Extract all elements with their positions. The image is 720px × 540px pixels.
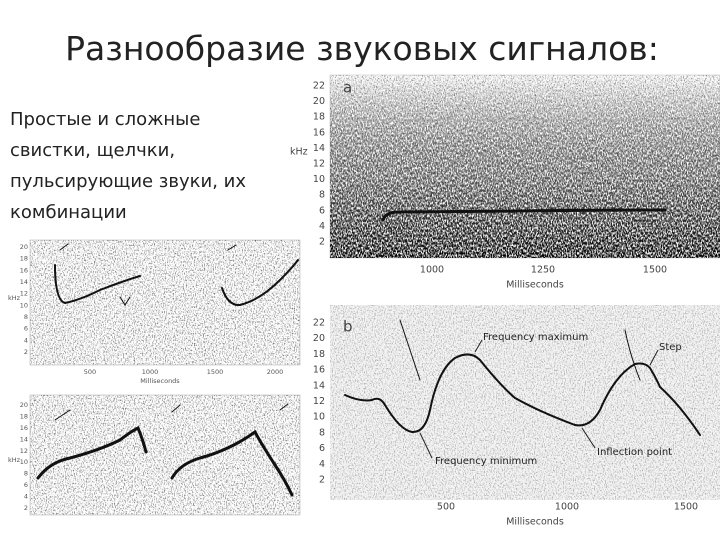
y-tick-label: 2 <box>24 504 28 512</box>
y-tick-label: 4 <box>319 459 325 470</box>
y-tick-label: 8 <box>319 427 325 438</box>
body-text: Простые и сложные свистки, щелчки, пульсир… <box>10 109 246 223</box>
axis-label: kHz <box>8 294 21 302</box>
y-tick-label: 2 <box>319 475 325 486</box>
annotation: Frequency minimum <box>435 456 537 467</box>
y-tick-label: 12 <box>313 396 325 407</box>
axis-label: Milliseconds <box>506 280 564 291</box>
y-tick-label: 16 <box>20 424 28 432</box>
y-tick-label: 12 <box>20 290 28 298</box>
axis-label: kHz <box>8 456 21 464</box>
y-tick-label: 6 <box>24 325 28 333</box>
y-tick-label: 4 <box>24 493 28 501</box>
spectrogram-c <box>29 239 301 366</box>
annotation: Frequency maximum <box>483 332 588 343</box>
y-tick-label: 16 <box>313 365 325 376</box>
panel-label: a <box>343 79 352 97</box>
axis-label: kHz <box>290 147 308 158</box>
y-tick-label: 8 <box>24 470 28 478</box>
body-line: Простые и сложные <box>10 109 200 130</box>
slide-title: Разнообразие звуковых сигналов: <box>65 29 659 68</box>
x-tick-label: 1500 <box>643 265 667 276</box>
x-tick-label: 2000 <box>267 368 284 376</box>
body-line: свистки, щелчки, <box>10 140 175 161</box>
y-tick-label: 2 <box>24 348 28 356</box>
x-tick-label: 1500 <box>207 368 224 376</box>
x-tick-label: 1500 <box>674 502 698 513</box>
y-tick-label: 10 <box>20 301 28 309</box>
y-tick-label: 20 <box>313 333 325 344</box>
y-tick-label: 8 <box>319 190 325 201</box>
spectrogram-d <box>29 394 301 516</box>
y-tick-label: 14 <box>20 278 28 286</box>
y-tick-label: 6 <box>319 443 325 454</box>
y-tick-label: 16 <box>313 127 325 138</box>
y-tick-label: 6 <box>319 205 325 216</box>
axis-label: Milliseconds <box>140 377 180 385</box>
y-tick-label: 14 <box>313 143 325 154</box>
x-tick-label: 1000 <box>555 502 579 513</box>
y-tick-label: 18 <box>20 255 28 263</box>
x-tick-label: 1250 <box>531 265 555 276</box>
body-line: пульсирующие звуки, их <box>10 171 246 192</box>
y-tick-label: 10 <box>313 412 325 423</box>
y-tick-label: 14 <box>313 380 325 391</box>
y-tick-label: 4 <box>24 336 28 344</box>
x-tick-label: 500 <box>437 502 455 513</box>
y-tick-label: 8 <box>24 313 28 321</box>
y-tick-label: 20 <box>20 243 28 251</box>
y-tick-label: 20 <box>20 401 28 409</box>
x-tick-label: 500 <box>84 368 96 376</box>
y-tick-label: 6 <box>24 481 28 489</box>
spectrogram-b <box>330 305 720 500</box>
y-tick-label: 16 <box>20 266 28 274</box>
y-tick-label: 10 <box>313 174 325 185</box>
y-tick-label: 12 <box>20 447 28 455</box>
y-tick-label: 18 <box>20 412 28 420</box>
y-tick-label: 20 <box>313 96 325 107</box>
y-tick-label: 18 <box>313 349 325 360</box>
x-tick-label: 1000 <box>142 368 159 376</box>
spectrogram-a <box>329 74 720 259</box>
x-tick-label: 1000 <box>420 265 444 276</box>
y-tick-label: 4 <box>319 221 325 232</box>
y-tick-label: 22 <box>313 318 325 329</box>
y-tick-label: 14 <box>20 435 28 443</box>
y-tick-label: 22 <box>313 81 325 92</box>
annotation: Step <box>659 342 682 353</box>
body-line: комбинации <box>10 202 127 223</box>
y-tick-label: 18 <box>313 112 325 123</box>
y-tick-label: 2 <box>319 237 325 248</box>
annotation: Inflection point <box>597 447 672 458</box>
y-tick-label: 12 <box>313 159 325 170</box>
axis-label: Milliseconds <box>506 517 564 528</box>
panel-label: b <box>343 318 353 336</box>
y-tick-label: 10 <box>20 458 28 466</box>
